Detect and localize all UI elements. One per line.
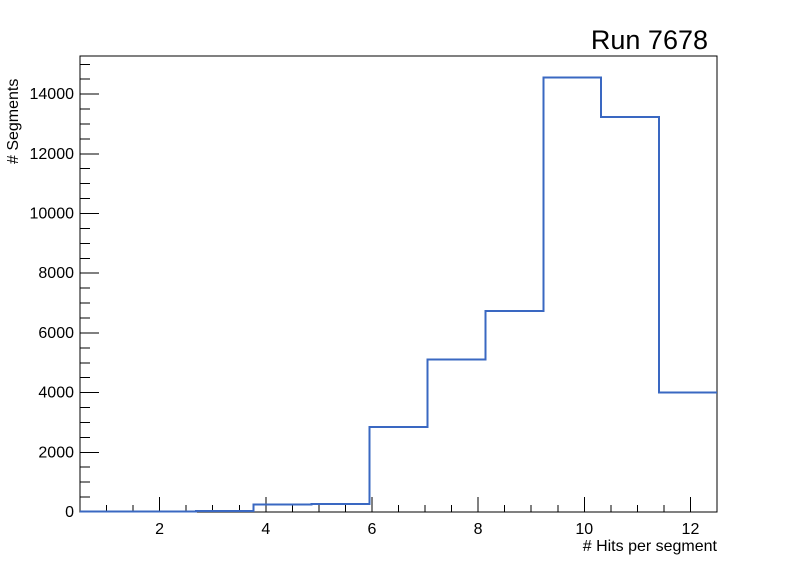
x-tick-label: 2 [155, 521, 164, 538]
y-tick-label: 6000 [38, 325, 74, 342]
x-tick-label: 12 [682, 521, 700, 538]
plot-title: Run 7678 [590, 25, 708, 55]
y-tick-label: 14000 [30, 86, 75, 103]
x-axis-title: # Hits per segment [582, 538, 717, 555]
y-tick-label: 8000 [38, 265, 74, 282]
y-tick-label: 12000 [30, 146, 75, 163]
y-tick-label: 2000 [38, 444, 74, 461]
y-tick-label: 4000 [38, 385, 74, 402]
plot-frame [79, 55, 718, 513]
x-tick-label: 4 [261, 521, 270, 538]
y-tick-label: 10000 [30, 206, 75, 223]
x-tick-label: 6 [368, 521, 377, 538]
x-tick-label: 8 [474, 521, 483, 538]
x-tick-label: 10 [575, 521, 593, 538]
histogram-line [80, 76, 717, 513]
y-tick-label: 0 [65, 504, 74, 521]
y-axis-title: # Segments [5, 78, 22, 164]
